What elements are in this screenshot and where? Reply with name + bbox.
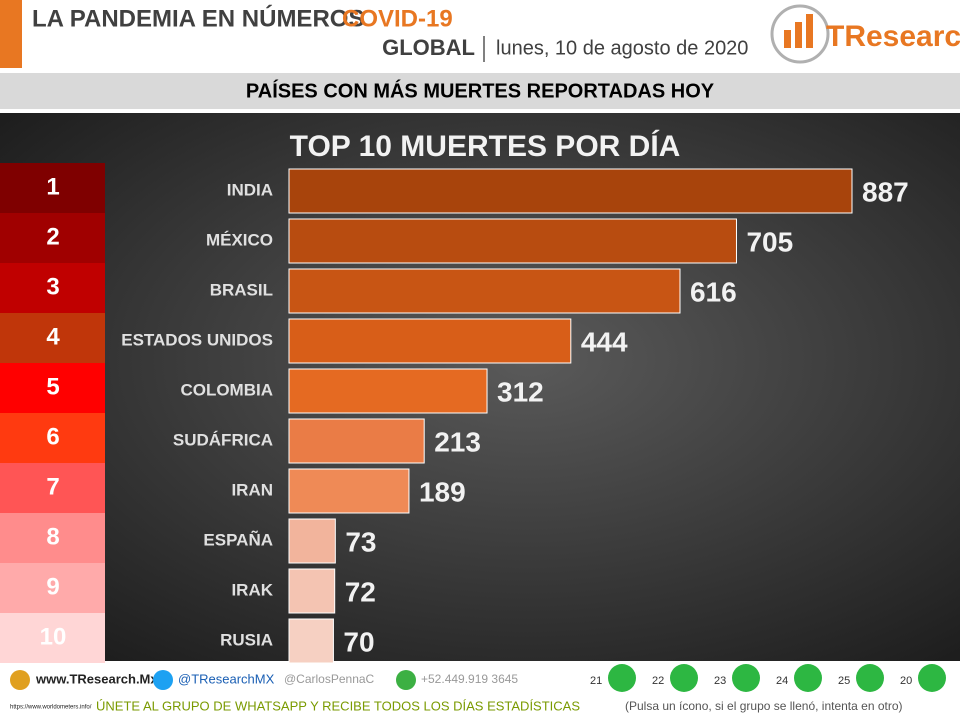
value-label: 70	[343, 626, 374, 657]
category-label: IRAN	[231, 480, 273, 499]
bar	[288, 418, 425, 464]
value-label: 887	[862, 176, 909, 207]
bar	[288, 218, 737, 264]
rank-label: 3	[46, 273, 59, 300]
value-label: 616	[690, 276, 737, 307]
cta: ÚNETE AL GRUPO DE WHATSAPP Y RECIBE TODO…	[96, 698, 580, 713]
group-number: 22	[652, 675, 664, 687]
bar	[288, 468, 410, 514]
twitter[interactable]: @TResearchMX	[178, 671, 275, 686]
category-label: MÉXICO	[206, 230, 273, 249]
value-label: 73	[345, 526, 376, 557]
rank-cell	[0, 313, 105, 363]
category-label: COLOMBIA	[180, 380, 273, 399]
footer: www.TResearch.Mx @TResearchMX @CarlosPen…	[10, 664, 946, 713]
category-label: SUDÁFRICA	[173, 430, 273, 449]
bar	[288, 168, 853, 214]
rank-label: 6	[46, 423, 59, 450]
twitter-icon	[153, 670, 173, 690]
bar	[288, 518, 336, 564]
rank-label: 9	[46, 573, 59, 600]
rank-cell	[0, 563, 105, 613]
logo-bar	[795, 22, 802, 48]
rank-cell	[0, 613, 105, 663]
group-number: 21	[590, 675, 602, 687]
rank-cell	[0, 463, 105, 513]
rank-cell	[0, 513, 105, 563]
group-number: 24	[776, 675, 788, 687]
cta-note: (Pulsa un ícono, si el grupo se llenó, i…	[625, 699, 903, 713]
whatsapp-icon[interactable]	[856, 664, 884, 692]
accent-bar	[0, 0, 22, 68]
logo: TResearch	[770, 4, 960, 64]
rank-cell	[0, 363, 105, 413]
web-icon	[10, 670, 30, 690]
section-bar	[0, 73, 960, 109]
rank-label: 7	[46, 473, 59, 500]
logo-bar	[784, 30, 791, 48]
value-label: 213	[434, 426, 481, 457]
category-label: ESTADOS UNIDOS	[121, 330, 273, 349]
rank-cell	[0, 413, 105, 463]
group-number: 23	[714, 675, 726, 687]
category-label: ESPAÑA	[203, 529, 273, 549]
website[interactable]: www.TResearch.Mx	[35, 671, 158, 686]
rank-label: 1	[46, 173, 59, 200]
category-label: RUSIA	[220, 630, 273, 649]
rank-cell	[0, 213, 105, 263]
chart-title: TOP 10 MUERTES POR DÍA	[290, 129, 681, 163]
whatsapp-icon[interactable]	[732, 664, 760, 692]
category-label: BRASIL	[210, 280, 273, 299]
logo-ring	[770, 4, 830, 64]
rank-label: 4	[46, 323, 60, 350]
value-label: 189	[419, 476, 466, 507]
whatsapp-icon[interactable]	[608, 664, 636, 692]
header-date: lunes, 10 de agosto de 2020	[496, 37, 748, 59]
rank-cell	[0, 263, 105, 313]
logo-text: TResearch	[826, 20, 960, 53]
value-label: 312	[497, 376, 544, 407]
group-number: 20	[900, 675, 912, 687]
bar	[288, 618, 334, 664]
twitter-2[interactable]: @CarlosPennaC	[284, 672, 375, 686]
value-label: 705	[746, 226, 793, 257]
value-label: 72	[345, 576, 376, 607]
header-title: LA PANDEMIA EN NÚMEROS	[32, 4, 364, 32]
rank-label: 8	[46, 523, 59, 550]
group-number: 25	[838, 675, 850, 687]
whatsapp-icon[interactable]	[794, 664, 822, 692]
whatsapp-icon[interactable]	[670, 664, 698, 692]
rank-label: 10	[40, 623, 67, 650]
phone-icon	[396, 670, 416, 690]
section-title: PAÍSES CON MÁS MUERTES REPORTADAS HOY	[246, 79, 715, 102]
whatsapp-icon[interactable]	[918, 664, 946, 692]
value-label: 444	[581, 326, 628, 357]
header-highlight: COVID-19	[342, 5, 453, 32]
rank-label: 5	[46, 373, 59, 400]
bar	[288, 368, 488, 414]
rank-label: 2	[46, 223, 59, 250]
phone: +52.449.919 3645	[421, 672, 518, 686]
bar	[288, 318, 572, 364]
header-scope: GLOBAL	[382, 35, 475, 60]
bar	[288, 268, 681, 314]
rank-cell	[0, 163, 105, 213]
source[interactable]: https://www.worldometers.info/	[10, 705, 92, 711]
category-label: IRAK	[231, 580, 273, 599]
bar	[288, 568, 336, 614]
logo-bar	[806, 14, 813, 48]
category-label: INDIA	[227, 180, 273, 199]
